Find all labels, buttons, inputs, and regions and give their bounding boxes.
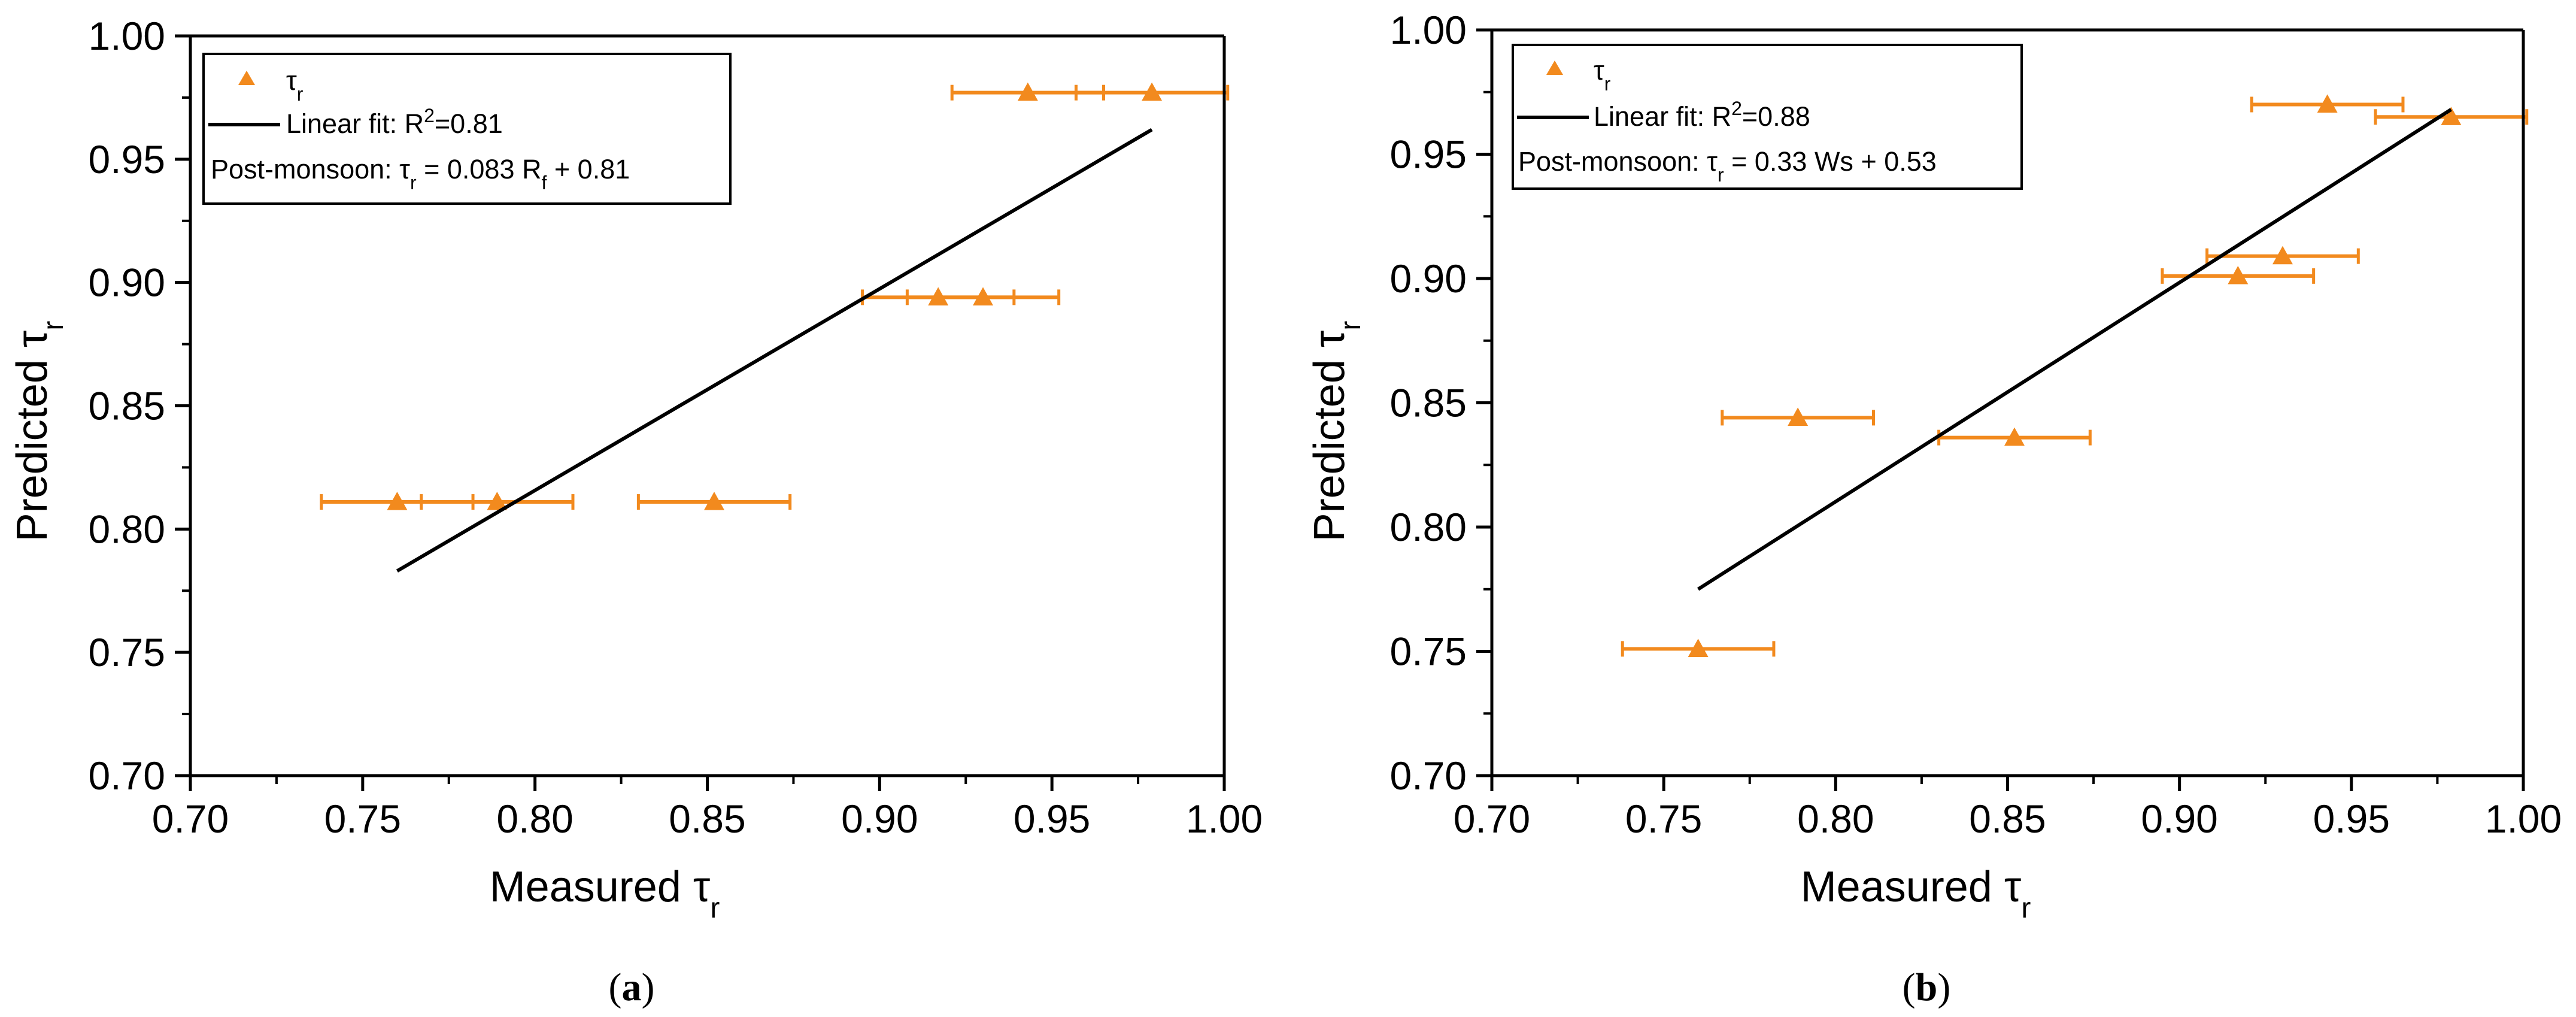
y-tick-label: 0.75	[89, 630, 165, 674]
panel-caption-a: (a)	[609, 965, 655, 1009]
x-tick-label: 0.70	[152, 797, 229, 841]
x-tick-label: 1.00	[1186, 797, 1263, 841]
x-tick-labels-b: 0.70 0.75 0.80 0.85 0.90 0.95 1.00	[1454, 797, 2562, 841]
chart-panel-a: 0.70 0.75 0.80 0.85 0.90 0.95 1.00 0.70 0.75 0.8…	[8, 14, 1263, 1009]
fit-line-group-b	[1697, 108, 2453, 591]
x-tick-label: 0.85	[1969, 797, 2046, 841]
legend-box-a	[202, 53, 732, 205]
legend-equation-b: Post-monsoon: τr = 0.33 Ws + 0.53	[1518, 146, 1937, 186]
data-point-marker	[487, 492, 508, 510]
panel-caption-b: (b)	[1903, 965, 1951, 1009]
x-tick-label: 0.75	[324, 797, 401, 841]
data-point-marker	[387, 492, 408, 510]
x-axis-title-b: Measured τr	[1801, 863, 2031, 924]
x-tick-label: 0.95	[2313, 797, 2390, 841]
legend-series-label-b: τr	[1594, 55, 1611, 95]
legend-marker-a	[238, 71, 255, 85]
fit-line-group-a	[396, 128, 1153, 573]
data-point-marker	[2004, 427, 2025, 446]
x-tick-labels-a: 0.70 0.75 0.80 0.85 0.90 0.95 1.00	[152, 797, 1263, 841]
data-point-marker	[1142, 82, 1163, 101]
x-tick-label: 1.00	[2485, 797, 2562, 841]
data-point-marker	[973, 287, 994, 305]
y-tick-label: 0.85	[89, 384, 165, 428]
data-point-marker	[1688, 638, 1709, 657]
data-point-marker	[2441, 107, 2462, 125]
y-tick-label: 1.00	[89, 14, 165, 58]
y-tick-label: 1.00	[1390, 8, 1467, 52]
y-tick-label: 0.95	[89, 137, 165, 181]
x-axis-title-a: Measured τr	[490, 863, 720, 924]
y-tick-label: 0.75	[1390, 629, 1467, 674]
y-tick-label: 0.95	[1390, 132, 1467, 177]
x-tick-label: 0.70	[1454, 797, 1530, 841]
legend-equation-a: Post-monsoon: τr = 0.083 Rf + 0.81	[211, 154, 630, 193]
x-tick-label: 0.90	[841, 797, 918, 841]
fit-line	[396, 128, 1153, 573]
fit-line	[1697, 108, 2453, 591]
x-tick-label: 0.90	[2141, 797, 2217, 841]
data-point-marker	[1788, 407, 1809, 426]
data-point-marker	[928, 287, 949, 305]
y-tick-label: 0.70	[89, 753, 165, 798]
data-markers-b	[1688, 94, 2462, 657]
y-tick-label: 0.90	[89, 261, 165, 305]
data-point-marker	[704, 492, 725, 510]
data-point-marker	[1017, 82, 1038, 101]
legend-box-b	[1512, 44, 2023, 190]
data-point-marker	[2228, 265, 2249, 284]
x-tick-label: 0.95	[1014, 797, 1090, 841]
legend-series-label-a: τr	[286, 65, 304, 105]
legend-b: τr Linear fit: R2=0.88 Post-monsoon: τr …	[1512, 44, 2023, 190]
legend-marker-b	[1546, 60, 1563, 75]
x-tick-label: 0.80	[1797, 797, 1874, 841]
y-axis-title-a: Predicted τr	[8, 321, 69, 542]
data-point-marker	[2272, 246, 2293, 265]
y-tick-labels-b: 0.70 0.75 0.80 0.85 0.90 0.95 1.00	[1390, 8, 1467, 798]
legend-fit-label-a: Linear fit: R2=0.81	[286, 105, 503, 139]
ticks-a	[175, 34, 1226, 791]
x-tick-label: 0.75	[1625, 797, 1702, 841]
y-tick-label: 0.70	[1390, 753, 1467, 798]
y-axis-title-b: Predicted τr	[1306, 321, 1367, 542]
y-tick-label: 0.80	[89, 507, 165, 551]
legend-a: τr Linear fit: R2=0.81 Post-monsoon: τr …	[202, 53, 732, 205]
y-tick-label: 0.85	[1390, 381, 1467, 425]
data-point-marker	[2317, 94, 2338, 113]
y-tick-label: 0.80	[1390, 505, 1467, 549]
x-tick-label: 0.80	[496, 797, 573, 841]
data-markers-a	[387, 82, 1163, 510]
chart-panel-b: 0.70 0.75 0.80 0.85 0.90 0.95 1.00 0.70 0.75 0.8…	[1306, 8, 2562, 1009]
legend-fit-label-b: Linear fit: R2=0.88	[1594, 98, 1810, 132]
y-tick-labels-a: 0.70 0.75 0.80 0.85 0.90 0.95 1.00	[89, 14, 165, 798]
y-tick-label: 0.90	[1390, 256, 1467, 301]
ticks-b	[1476, 28, 2525, 791]
x-tick-label: 0.85	[669, 797, 745, 841]
